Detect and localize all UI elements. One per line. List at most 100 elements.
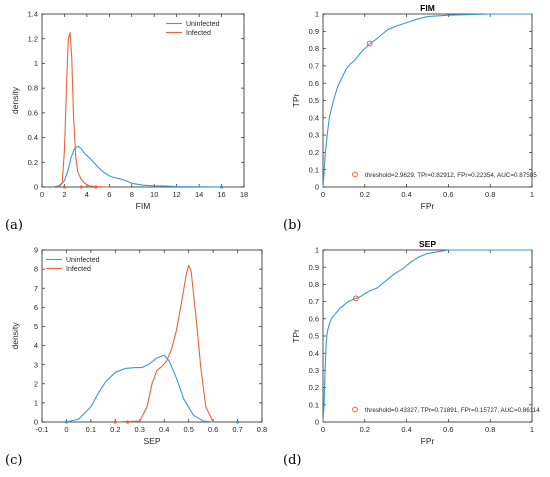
panel-b: 0 0.2 0.4 0.6 0.8 1 0 0.1 0.2 0.3 0.4 0.5 0.6 0.7 0.8 0…: [291, 3, 537, 211]
y-tick-label: 0: [315, 183, 319, 192]
y-tick-label: 0.6: [309, 79, 319, 88]
x-tick-label: 0: [64, 425, 68, 434]
x-tick-label: 0.4: [401, 425, 411, 434]
y-tick-label: 6: [34, 303, 38, 312]
y-axis-label: density: [10, 86, 20, 114]
panel-label-c: (c): [5, 453, 23, 468]
y-tick-label: 1: [315, 246, 319, 255]
y-tick-label: 3: [34, 360, 38, 369]
legend-entry: Uninfected: [66, 257, 100, 264]
y-tick-label: 0.1: [309, 165, 319, 174]
y-tick-label: 8: [34, 265, 38, 274]
data-point: [64, 420, 69, 424]
plot-area-box: [41, 13, 245, 188]
y-tick-label: 0.4: [309, 113, 319, 122]
x-tick-label: 0.2: [360, 425, 370, 434]
x-tick-label: 0: [40, 190, 44, 199]
y-tick-label: 0.4: [309, 349, 319, 358]
y-tick-label: 7: [34, 284, 38, 293]
y-tick-label: 0.6: [28, 108, 38, 117]
x-tick-label: 0.8: [485, 190, 495, 199]
x-tick-label: 12: [172, 190, 180, 199]
roc-curve: [322, 249, 532, 423]
series-line-uninfected: [66, 354, 214, 423]
x-tick-label: 0.6: [208, 425, 218, 434]
x-tick-label: 0.1: [86, 425, 96, 434]
y-tick-label: 0: [34, 418, 38, 427]
y-tick-label: 0.9: [309, 263, 319, 272]
chart-title: FIM: [420, 3, 435, 13]
annotation-marker: [352, 171, 358, 178]
chart-title: SEP: [419, 239, 436, 249]
x-tick-label: -0.1: [36, 425, 49, 434]
x-tick-label: 0.5: [183, 425, 193, 434]
y-tick-label: 1: [34, 59, 38, 68]
panel-c: -0.1 0 0.1 0.2 0.3 0.4 0.5 0.6 0.7 0.80123456789S…: [10, 246, 267, 446]
plot-area-box: [41, 249, 263, 423]
y-tick-label: 0.8: [309, 44, 319, 53]
y-tick-label: 0.8: [309, 280, 319, 289]
x-tick-label: 0.4: [401, 190, 411, 199]
x-axis-label: FPr: [421, 436, 435, 446]
roc-curve: [322, 13, 532, 188]
annotation-text: threshold=0.43327, TPr=0.71891, FPr=0.15…: [365, 407, 540, 414]
x-tick-label: 0.8: [257, 425, 267, 434]
x-tick-label: 0: [321, 425, 325, 434]
y-tick-label: 0.2: [309, 148, 319, 157]
legend-entry: Infected: [186, 30, 211, 37]
y-tick-label: 0.3: [309, 131, 319, 140]
y-tick-label: 1: [34, 398, 38, 407]
legend-entry: Uninfected: [186, 21, 220, 28]
data-point: [219, 185, 224, 189]
data-point: [235, 420, 240, 424]
y-tick-label: 4: [34, 341, 38, 350]
y-tick-label: 1.2: [28, 34, 38, 43]
panel-label-d: (d): [283, 453, 302, 468]
x-tick-label: 0.8: [485, 425, 495, 434]
x-tick-label: 0.2: [360, 190, 370, 199]
y-axis-label: TPr: [291, 329, 301, 343]
data-point: [79, 185, 83, 189]
x-tick-label: 6: [107, 190, 111, 199]
data-point: [125, 420, 130, 424]
y-tick-label: 5: [34, 322, 38, 331]
series-line-uninfected: [53, 145, 222, 188]
x-tick-label: 8: [130, 190, 134, 199]
y-tick-label: 0.1: [309, 400, 319, 409]
x-axis-label: FIM: [136, 201, 151, 211]
y-tick-label: 2: [34, 379, 38, 388]
y-tick-label: 0.3: [309, 366, 319, 375]
x-tick-label: 0.7: [232, 425, 242, 434]
plot-area-box: [322, 249, 533, 423]
data-point: [62, 185, 67, 189]
x-axis-label: SEP: [143, 436, 160, 446]
panel-label-b: (b): [283, 218, 302, 233]
x-tick-label: 4: [85, 190, 89, 199]
x-tick-label: 16: [217, 190, 225, 199]
x-axis-label: FPr: [421, 201, 435, 211]
y-tick-label: 0.2: [309, 383, 319, 392]
y-tick-label: 9: [34, 246, 38, 255]
x-tick-label: 0.4: [159, 425, 169, 434]
y-tick-label: 0.7: [309, 62, 319, 71]
x-tick-label: 2: [62, 190, 66, 199]
x-tick-label: 0.6: [443, 425, 453, 434]
y-axis-label: TPr: [291, 93, 301, 107]
y-tick-label: 0.4: [28, 133, 38, 142]
x-tick-label: 10: [150, 190, 158, 199]
x-tick-label: 0: [321, 190, 325, 199]
annotation-text: threshold=2.9629, TPr=0.82912, FPr=0.223…: [365, 172, 537, 179]
data-point: [113, 420, 117, 424]
x-tick-label: 14: [195, 190, 203, 199]
data-point: [94, 185, 98, 189]
operating-point-marker: [366, 40, 373, 47]
y-tick-label: 0.2: [28, 158, 38, 167]
y-tick-label: 0: [34, 183, 38, 192]
x-tick-label: 0.6: [443, 190, 453, 199]
y-tick-label: 1.4: [28, 10, 38, 19]
panel-label-a: (a): [5, 218, 23, 233]
y-tick-label: 0.8: [28, 84, 38, 93]
y-tick-label: 0.7: [309, 297, 319, 306]
